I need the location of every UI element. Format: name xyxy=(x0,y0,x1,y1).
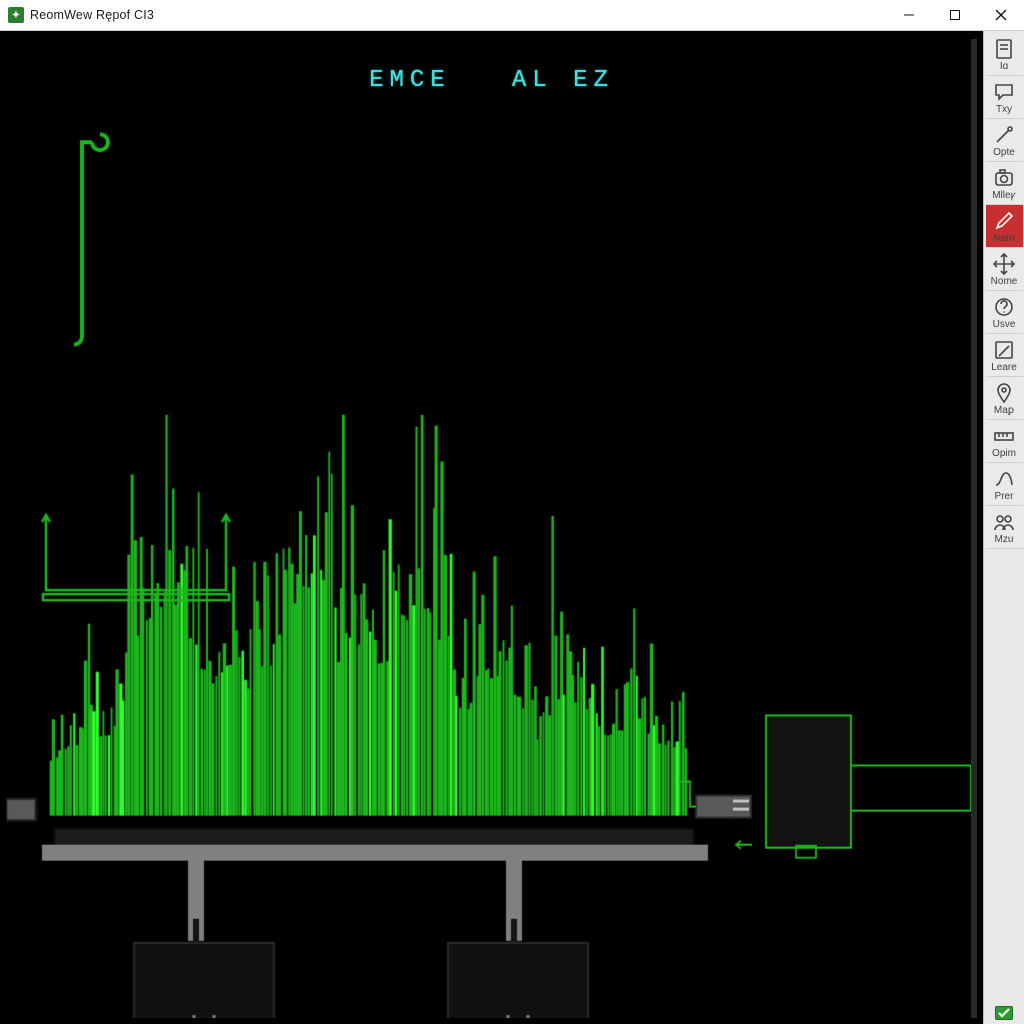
pencil-icon xyxy=(991,209,1017,233)
tool-label: Mzu xyxy=(995,535,1014,545)
people-icon xyxy=(991,510,1017,534)
spectrum-canvas xyxy=(6,39,977,1018)
ruler-icon xyxy=(991,424,1017,448)
tool-nome[interactable]: Nome xyxy=(986,248,1023,291)
speech-icon xyxy=(991,80,1017,104)
tool-label: Txy xyxy=(996,105,1012,115)
tool-label: Opim xyxy=(992,449,1016,459)
tool-doc[interactable]: Iɑ xyxy=(986,33,1023,76)
tool-label: Maꝑ xyxy=(994,406,1014,416)
right-toolbar: Iɑ Txy Opte Mlleꝩ Narn Nome Usve Leare Maꝑ Opim Pr… xyxy=(983,31,1024,1024)
tool-prer[interactable]: Prer xyxy=(986,463,1023,506)
tool-label: Mlleꝩ xyxy=(992,191,1016,201)
tool-label: Nome xyxy=(991,277,1018,287)
tool-narn[interactable]: Narn xyxy=(986,205,1023,248)
help-icon xyxy=(991,295,1017,319)
tool-label: Usve xyxy=(993,320,1016,330)
tool-txy[interactable]: Txy xyxy=(986,76,1023,119)
curve-icon xyxy=(991,467,1017,491)
tool-label: Iɑ xyxy=(1000,62,1008,72)
viewer[interactable]: EMCE AL EZ xyxy=(0,31,983,1024)
maximize-button[interactable] xyxy=(932,0,978,30)
ruler-right xyxy=(971,39,977,1018)
move-icon xyxy=(991,252,1017,276)
tool-opts[interactable]: Opte xyxy=(986,119,1023,162)
app-icon: ✦ xyxy=(8,7,24,23)
tool-mlley[interactable]: Mlleꝩ xyxy=(986,162,1023,205)
lcd-title: EMCE AL EZ xyxy=(369,67,614,94)
minimize-button[interactable] xyxy=(886,0,932,30)
tool-mzu[interactable]: Mzu xyxy=(986,506,1023,549)
camera-icon xyxy=(991,166,1017,190)
canvas-wrap: EMCE AL EZ xyxy=(6,39,977,1018)
wand-icon xyxy=(991,123,1017,147)
tool-label: Opte xyxy=(993,148,1015,158)
tool-leare[interactable]: Leare xyxy=(986,334,1023,377)
tool-label: Prer xyxy=(995,492,1014,502)
window-controls xyxy=(886,0,1024,30)
tool-usve[interactable]: Usve xyxy=(986,291,1023,334)
titlebar: ✦ ReomWew Rępof CI3 xyxy=(0,0,1024,31)
tool-map[interactable]: Maꝑ xyxy=(986,377,1023,420)
close-button[interactable] xyxy=(978,0,1024,30)
status-ok-icon xyxy=(995,1006,1013,1020)
tool-label: Narn xyxy=(993,234,1015,244)
tool-label: Leare xyxy=(991,363,1017,373)
doc-icon xyxy=(991,37,1017,61)
window-title: ReomWew Rępof CI3 xyxy=(30,8,154,22)
pin-icon xyxy=(991,381,1017,405)
tool-opm[interactable]: Opim xyxy=(986,420,1023,463)
note-icon xyxy=(991,338,1017,362)
content: EMCE AL EZ Iɑ Txy Opte Mlleꝩ Narn Nome Usve Lea… xyxy=(0,31,1024,1024)
